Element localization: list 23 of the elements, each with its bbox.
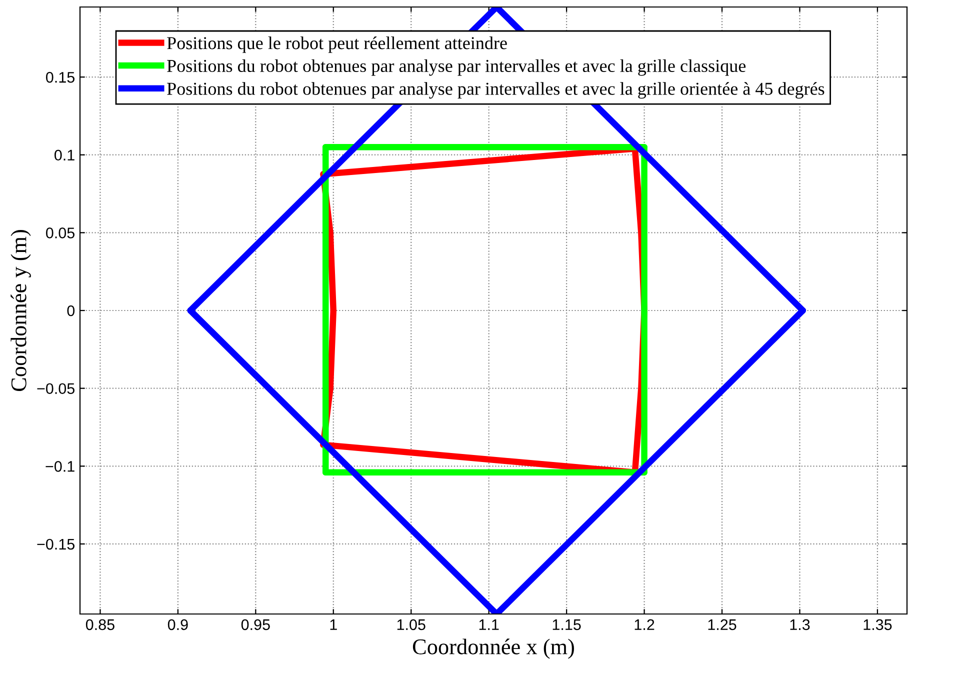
x-tick-label: 0.9 (168, 619, 188, 630)
y-tick-label: 0 (67, 305, 75, 316)
x-axis-title: Coordonnée x (m) (412, 638, 574, 659)
legend-label: Positions du robot obtenues par analyse par intervalles et avec la grille orientée à 45 degrés (167, 82, 824, 99)
x-tick-label: 1.1 (479, 619, 499, 630)
y-tick-label: 0.05 (46, 228, 74, 238)
x-tick-label: 1.25 (708, 619, 736, 630)
y-tick-label: 0.1 (54, 150, 74, 161)
x-tick-label: 1 (330, 619, 337, 630)
y-tick-label: 0.15 (46, 72, 74, 83)
x-tick-label: 1.15 (552, 619, 581, 630)
y-axis-title: Coordonnée y (m) (10, 230, 31, 392)
y-tick-label: −0.15 (37, 538, 74, 550)
legend-label: Positions que le robot peut réellement atteindre (167, 36, 507, 53)
x-tick-label: 1.3 (790, 619, 810, 630)
x-tick-label: 1.35 (864, 619, 892, 630)
x-tick-label: 0.95 (241, 619, 270, 630)
legend-label: Positions du robot obtenues par analyse par intervalles et avec la grille classique (167, 59, 746, 76)
x-tick-label: 1.05 (397, 619, 426, 630)
y-tick-label: −0.05 (37, 383, 74, 394)
x-tick-label: 0.85 (86, 619, 114, 630)
y-tick-label: −0.1 (46, 461, 74, 472)
x-tick-label: 1.2 (634, 619, 654, 630)
